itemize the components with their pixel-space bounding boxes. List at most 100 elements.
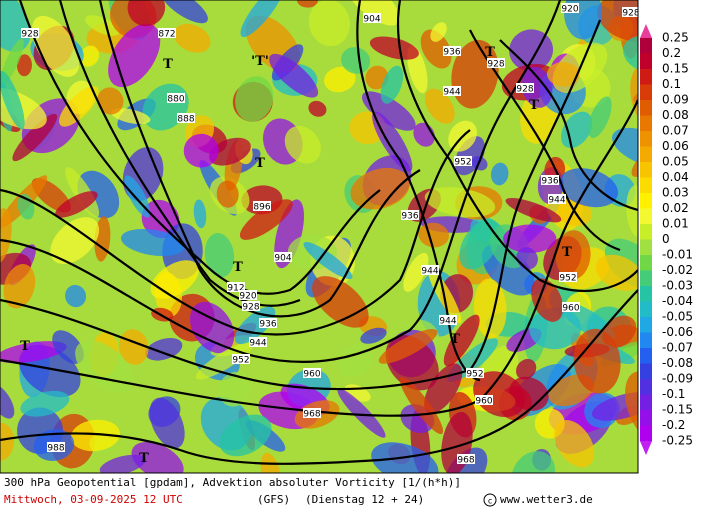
contour-label: 928 xyxy=(516,85,533,95)
contour-label-bg xyxy=(303,408,321,418)
copyright-c: c xyxy=(488,497,493,506)
vorticity-field xyxy=(284,125,321,164)
vorticity-field xyxy=(235,76,274,122)
colorbar-band xyxy=(640,239,652,256)
contour-label: 944 xyxy=(443,88,460,98)
colorbar-band xyxy=(640,317,652,333)
vorticity-field xyxy=(173,23,211,53)
contour-label: 988 xyxy=(47,444,64,454)
colorbar-band xyxy=(640,332,652,349)
contour-label-bg xyxy=(167,93,185,103)
low-marker: 'T' xyxy=(251,54,269,69)
colorbar-label: -0.01 xyxy=(662,248,693,262)
colorbar-label: -0.15 xyxy=(662,403,693,417)
vorticity-field xyxy=(623,35,638,73)
contour-label-bg xyxy=(303,368,321,378)
vorticity-field xyxy=(204,232,235,278)
vorticity-field xyxy=(97,87,124,115)
contour-label-bg xyxy=(562,302,580,312)
colorbar-band xyxy=(640,425,652,442)
vorticity-field xyxy=(160,0,208,24)
colorbar-band xyxy=(640,410,652,426)
vorticity-field xyxy=(59,86,99,127)
colorbar-band xyxy=(640,301,652,318)
low-marker: T xyxy=(20,339,30,354)
vorticity-field xyxy=(403,252,429,292)
contour-label: 880 xyxy=(167,95,184,105)
vorticity-field xyxy=(0,341,67,364)
colorbar-label: 0.05 xyxy=(662,155,689,169)
contour-label-bg xyxy=(443,86,461,96)
vorticity-field xyxy=(424,88,455,124)
contour-label: 960 xyxy=(303,370,320,380)
colorbar-band xyxy=(640,394,652,411)
contour-label: 928 xyxy=(487,60,504,70)
colorbar-band xyxy=(640,131,652,147)
vorticity-field xyxy=(371,442,439,473)
vorticity-field xyxy=(531,278,564,322)
vorticity-field xyxy=(50,217,100,265)
vorticity-field xyxy=(511,451,556,473)
vorticity-field xyxy=(296,0,318,8)
vorticity-field xyxy=(308,100,327,117)
colorbar-band xyxy=(640,69,652,85)
vorticity-field xyxy=(350,167,410,210)
vorticity-field xyxy=(141,199,180,239)
vorticity-field xyxy=(529,307,582,350)
colorbar-band xyxy=(640,208,652,225)
contour-label-bg xyxy=(421,265,439,275)
low-marker: T xyxy=(485,45,495,60)
colorbar-label: -0.02 xyxy=(662,263,693,277)
contour-label-bg xyxy=(401,210,419,220)
contour-label-bg xyxy=(443,46,461,56)
contour-label-bg xyxy=(253,201,271,211)
colorbar-label: 0.2 xyxy=(662,46,681,60)
contour-label-bg xyxy=(249,337,267,347)
vorticity-field xyxy=(490,162,509,186)
vorticity-field xyxy=(399,376,444,435)
contour-label: 944 xyxy=(548,196,565,206)
vorticity-field xyxy=(459,219,500,270)
colorbar-band xyxy=(640,162,652,178)
vorticity-field xyxy=(269,53,319,98)
contour-label: 952 xyxy=(454,158,471,168)
contour-label-bg xyxy=(158,28,176,38)
low-marker: T xyxy=(163,57,173,72)
vorticity-field xyxy=(111,108,151,125)
contour-label: 960 xyxy=(562,304,579,314)
low-marker: T xyxy=(139,451,149,466)
contour-label-bg xyxy=(242,301,260,311)
colorbar-band xyxy=(640,270,652,287)
contour-label: 928 xyxy=(242,303,259,313)
vorticity-field xyxy=(369,36,419,60)
vorticity-field xyxy=(372,111,413,172)
colorbar-band xyxy=(640,193,652,209)
contour-label-bg xyxy=(475,395,493,405)
vorticity-field xyxy=(547,62,580,87)
colorbar-band xyxy=(640,53,652,70)
colorbar-label: 0 xyxy=(662,232,670,246)
vorticity-field xyxy=(595,254,638,291)
vorticity-field xyxy=(216,180,239,208)
vorticity-field xyxy=(239,199,293,240)
contour-label: 904 xyxy=(274,254,291,264)
colorbar-label: 0.1 xyxy=(662,77,681,91)
colorbar-label: 0.06 xyxy=(662,139,689,153)
vorticity-field xyxy=(420,29,452,69)
caption: 300 hPa Geopotential [gpdam], Advektion … xyxy=(4,476,593,507)
contour-label-bg xyxy=(466,368,484,378)
vorticity-field xyxy=(324,66,356,93)
colorbar-band xyxy=(640,286,652,302)
colorbar-under xyxy=(640,441,652,455)
vorticity-field xyxy=(345,0,400,26)
low-marker: T xyxy=(233,260,243,275)
colorbar-band xyxy=(640,348,652,364)
vorticity-field xyxy=(79,45,100,67)
contour-label-bg xyxy=(274,252,292,262)
vorticity-field xyxy=(597,0,638,42)
contour-label: 952 xyxy=(466,370,483,380)
vorticity-field xyxy=(625,371,638,440)
vorticity-field xyxy=(626,185,638,238)
